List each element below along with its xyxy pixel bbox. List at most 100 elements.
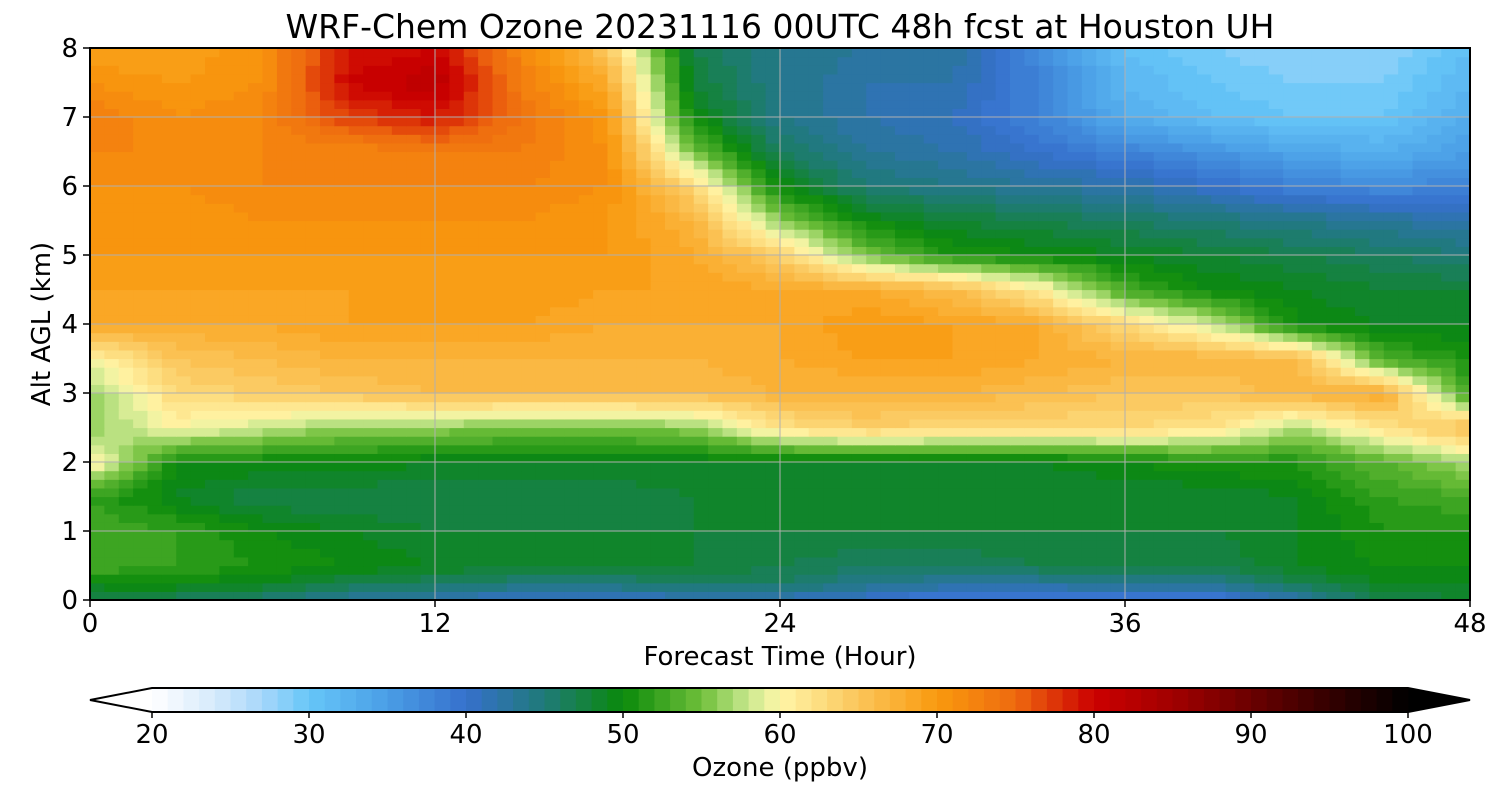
heatmap-cell <box>133 582 149 592</box>
heatmap-cell <box>205 462 220 472</box>
heatmap-cell <box>952 151 968 161</box>
heatmap-cell <box>276 505 292 515</box>
heatmap-cell <box>205 565 220 575</box>
heatmap-cell <box>1139 410 1155 420</box>
heatmap-cell <box>348 582 364 592</box>
heatmap-cell <box>1211 298 1227 308</box>
heatmap-cell <box>1369 436 1385 446</box>
heatmap-cell <box>1081 160 1097 170</box>
heatmap-cell <box>1311 263 1327 273</box>
heatmap-cell <box>851 160 867 170</box>
heatmap-cell <box>693 505 709 515</box>
heatmap-cell <box>1110 591 1126 601</box>
heatmap-cell <box>780 531 795 541</box>
heatmap-cell <box>1096 151 1112 161</box>
heatmap-cell <box>751 367 767 377</box>
heatmap-cell <box>535 263 551 273</box>
heatmap-cell <box>1211 384 1227 394</box>
heatmap-cell <box>550 160 565 170</box>
heatmap-cell <box>435 168 450 178</box>
heatmap-cell <box>1383 479 1399 489</box>
heatmap-cell <box>1196 539 1212 549</box>
heatmap-cell <box>952 263 968 273</box>
heatmap-cell <box>1355 194 1370 204</box>
heatmap-cell <box>938 237 954 247</box>
heatmap-cell <box>751 332 767 342</box>
heatmap-cell <box>679 220 695 230</box>
heatmap-cell <box>794 522 810 532</box>
heatmap-cell <box>363 401 379 411</box>
heatmap-cell <box>320 272 335 282</box>
heatmap-cell <box>262 410 278 420</box>
heatmap-cell <box>449 410 465 420</box>
heatmap-cell <box>909 177 925 187</box>
heatmap-cell <box>765 591 781 601</box>
heatmap-cell <box>1168 177 1184 187</box>
heatmap-cell <box>1268 211 1284 222</box>
heatmap-cell <box>118 168 134 178</box>
heatmap-cell <box>1426 177 1442 187</box>
heatmap-cell <box>535 574 551 584</box>
heatmap-cell <box>1369 470 1385 480</box>
heatmap-cell <box>1369 255 1385 265</box>
heatmap-cell <box>808 341 824 351</box>
heatmap-cell <box>679 255 695 265</box>
heatmap-cell <box>636 410 652 420</box>
heatmap-cell <box>564 539 580 549</box>
heatmap-cell <box>1053 186 1069 196</box>
heatmap-cell <box>1297 332 1313 342</box>
heatmap-cell <box>607 436 623 446</box>
heatmap-cell <box>435 565 450 575</box>
heatmap-cell <box>205 375 220 385</box>
heatmap-cell <box>650 539 666 549</box>
heatmap-cell <box>233 470 249 480</box>
heatmap-cell <box>320 496 335 506</box>
heatmap-cell <box>981 349 997 360</box>
heatmap-cell <box>1081 375 1097 385</box>
heatmap-cell <box>1383 418 1399 429</box>
heatmap-cell <box>823 186 839 196</box>
heatmap-cell <box>463 479 479 489</box>
heatmap-cell <box>1182 298 1198 308</box>
heatmap-cell <box>736 263 752 273</box>
heatmap-cell <box>248 531 264 541</box>
heatmap-cell <box>521 591 537 601</box>
heatmap-cell <box>751 289 767 299</box>
heatmap-cell <box>420 324 436 334</box>
heatmap-cell <box>880 479 896 489</box>
heatmap-cell <box>722 177 738 187</box>
heatmap-cell <box>176 298 192 308</box>
heatmap-cell <box>578 565 594 575</box>
heatmap-cell <box>90 418 105 429</box>
heatmap-cell <box>1355 427 1370 437</box>
heatmap-cell <box>1038 505 1054 515</box>
heatmap-cell <box>823 367 839 377</box>
heatmap-cell <box>1110 522 1126 532</box>
heatmap-cell <box>1383 306 1399 316</box>
heatmap-cell <box>593 410 609 420</box>
heatmap-cell <box>808 229 824 239</box>
heatmap-cell <box>995 384 1011 394</box>
heatmap-cell <box>1196 367 1212 377</box>
heatmap-cell <box>1240 358 1255 368</box>
heatmap-cell <box>1297 375 1313 385</box>
heatmap-cell <box>118 306 134 316</box>
heatmap-cell <box>276 306 292 316</box>
heatmap-cell <box>981 358 997 368</box>
heatmap-cell <box>492 444 508 454</box>
heatmap-cell <box>133 168 149 178</box>
heatmap-cell <box>219 151 235 161</box>
heatmap-cell <box>995 453 1011 463</box>
heatmap-cell <box>449 229 465 239</box>
heatmap-cell <box>736 565 752 575</box>
heatmap-cell <box>880 332 896 342</box>
heatmap-cell <box>1153 539 1169 549</box>
heatmap-cell <box>722 505 738 515</box>
heatmap-cell <box>348 263 364 273</box>
heatmap-cell <box>190 203 206 213</box>
heatmap-cell <box>1067 453 1083 463</box>
heatmap-cell <box>823 410 839 420</box>
heatmap-cell <box>1283 496 1299 506</box>
heatmap-cell <box>823 565 839 575</box>
heatmap-cell <box>808 367 824 377</box>
